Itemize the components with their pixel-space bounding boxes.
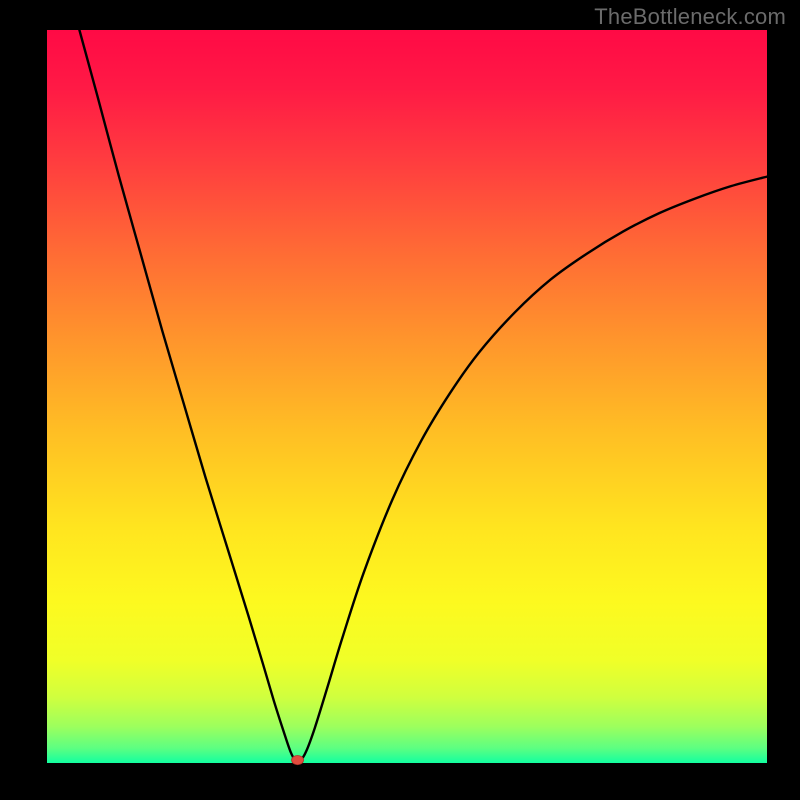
- plot-background: [47, 30, 767, 763]
- bottleneck-chart: [0, 0, 800, 800]
- chart-frame: TheBottleneck.com: [0, 0, 800, 800]
- optimal-point-marker: [292, 755, 304, 764]
- watermark-text: TheBottleneck.com: [594, 4, 786, 30]
